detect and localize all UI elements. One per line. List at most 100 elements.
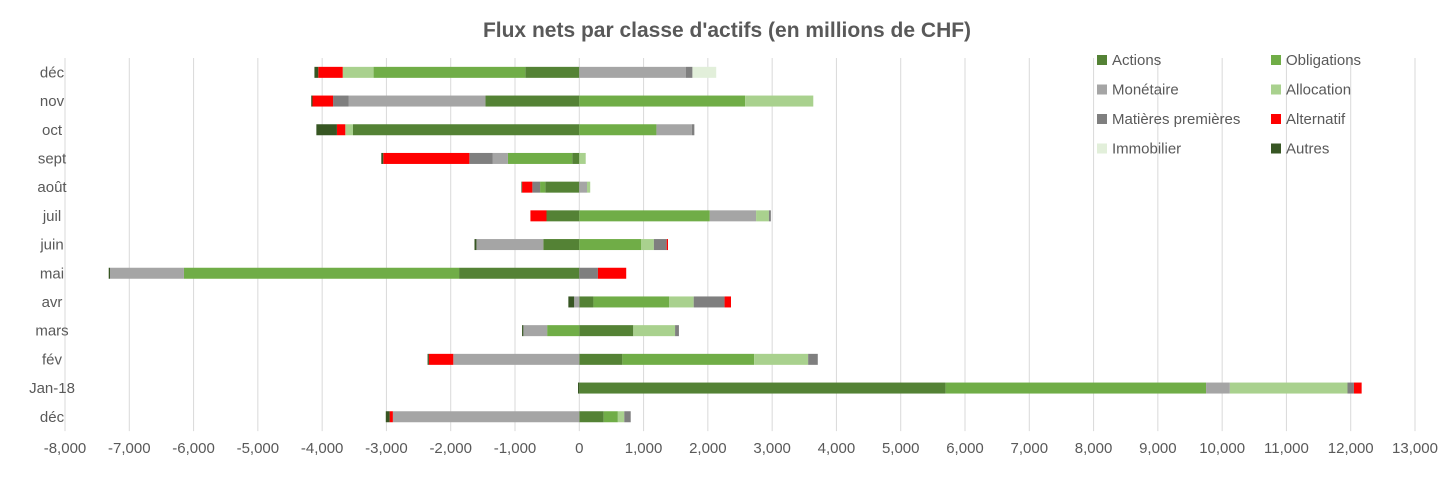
bar-segment [653,239,667,251]
legend-label: Immobilier [1112,141,1181,158]
bar-segment [603,411,618,423]
bar-segment [579,411,604,423]
bar-segment [183,267,460,279]
bar-segment [1347,382,1354,394]
bar-segment [521,181,523,193]
bar-segment [745,95,814,107]
bar-segment [568,296,575,308]
bar-segment [545,181,580,193]
bar-segment [392,411,580,423]
x-tick-label: -5,000 [237,440,280,457]
bar-segment [597,267,627,279]
legend-label: Autres [1286,141,1329,158]
legend-label: Actions [1112,52,1161,69]
bar-segment [808,353,818,365]
bar-segment [383,152,470,164]
bar-segment [693,296,725,308]
bar-segment [485,95,580,107]
x-tick-label: 0 [575,440,583,457]
bar-segment [675,325,679,337]
bar-segment [476,239,544,251]
bar-segment [574,296,580,308]
legend-swatch [1271,55,1281,65]
bar-segment [373,66,526,78]
bar-segment [316,124,337,136]
bar-segment [492,152,508,164]
legend: Actions Obligations Monétaire Allocation Mat… [1097,52,1361,158]
y-tick-label: déc [40,409,65,426]
bar-segment [345,124,353,136]
y-tick-label: Jan-18 [29,380,75,397]
y-tick-label: août [37,179,67,196]
bar-segment [1353,382,1362,394]
x-tick-label: 5,000 [882,440,920,457]
bar-segment [110,267,184,279]
bar-segment [579,382,946,394]
x-tick-label: -6,000 [172,440,215,457]
bar-segment [593,296,670,308]
bar-segment [543,239,580,251]
chart-title: Flux nets par classe d'actifs (en millio… [483,19,971,42]
bar-segment [459,267,580,279]
bar-segment [633,325,676,337]
bar-segment [353,124,580,136]
y-tick-label: fév [42,351,63,368]
y-tick-label: sept [38,150,67,167]
category-axis: déc nov oct sept août juil juin mai avr mars fév Ja… [29,64,75,425]
bar-segment [522,181,533,193]
bar-segment [348,95,486,107]
bar-segment [579,152,586,164]
bar-segment [579,239,641,251]
bar-segment [724,296,731,308]
y-tick-label: déc [40,64,65,81]
x-tick-label: 10,000 [1199,440,1245,457]
bar-segment [624,411,631,423]
x-tick-label: 6,000 [946,440,984,457]
bar-segment [1206,382,1230,394]
y-tick-label: juin [39,237,63,254]
bar-segment [385,411,390,423]
bar-segment [709,210,757,222]
bar-segment [108,267,110,279]
bar-segment [666,239,668,251]
x-tick-label: 11,000 [1264,440,1309,457]
bar-segment [579,296,594,308]
x-tick-label: 7,000 [1011,440,1049,457]
value-axis: -8,000 -7,000 -6,000 -5,000 -4,000 -3,000 -2,0… [44,440,1438,457]
legend-label: Monétaire [1112,82,1179,99]
bar-segment [318,66,343,78]
bar-segment [656,124,692,136]
bar-segment [523,325,548,337]
bar-segment [1229,382,1348,394]
bar-segment [336,124,346,136]
bar-segment [754,353,809,365]
bar-segment [768,210,771,222]
bar-segment [692,66,717,78]
bar-segment [578,382,580,394]
x-tick-label: 13,000 [1392,440,1438,457]
bar-segment [532,181,541,193]
legend-label: Matières premières [1112,111,1240,128]
y-tick-label: avr [42,294,63,311]
bar-segment [540,181,546,193]
x-tick-label: -4,000 [301,440,344,457]
x-tick-label: -7,000 [108,440,151,457]
bar-segment [579,66,686,78]
bar-segment [579,95,746,107]
legend-swatch [1097,114,1107,124]
bar-segment [945,382,1207,394]
x-tick-label: -8,000 [44,440,87,457]
bar-segment [314,66,319,78]
bar-segment [312,95,334,107]
x-tick-label: -2,000 [429,440,472,457]
x-tick-label: 8,000 [1075,440,1113,457]
bar-segment [579,353,623,365]
bar-segment [381,152,384,164]
x-tick-label: 2,000 [689,440,727,457]
x-tick-label: 3,000 [753,440,791,457]
legend-label: Alternatif [1286,111,1346,128]
bar-segment [686,66,693,78]
bar-segment [469,152,493,164]
legend-swatch [1271,84,1281,95]
